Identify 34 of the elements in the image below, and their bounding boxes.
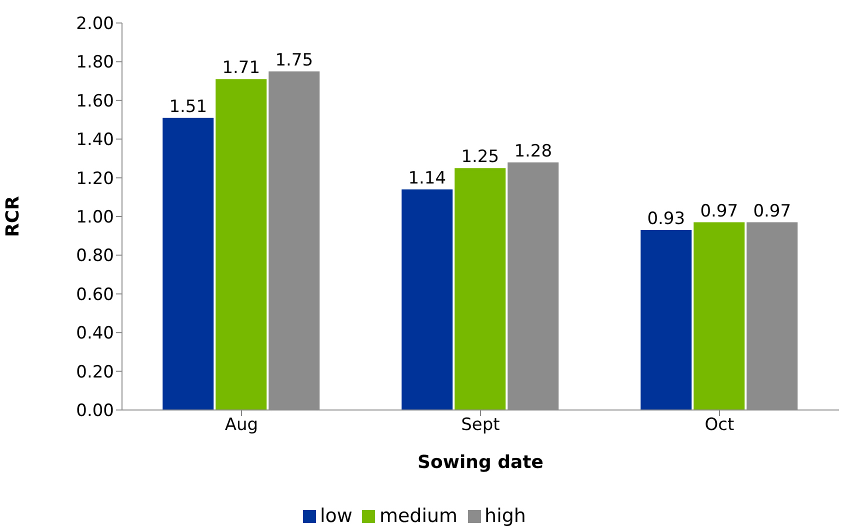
data-label: 0.93 [647,209,686,230]
legend-label: low [320,505,352,527]
bar [216,79,267,410]
legend-label: medium [379,505,458,527]
data-label: 0.97 [700,201,738,222]
data-label: 1.25 [461,147,500,168]
y-tick-label: 2.00 [76,14,114,34]
y-tick-label: 0.60 [76,284,114,305]
x-axis-title: Sowing date [418,452,544,473]
y-axis-title: RCR [2,196,24,237]
data-label: 1.28 [514,141,552,162]
x-tick-label: Aug [224,415,258,436]
bar [454,168,506,410]
bar [162,118,214,410]
bar [694,222,745,410]
y-tick-label: 0.00 [76,401,114,422]
data-label: 0.97 [753,201,792,222]
data-label: 1.71 [222,58,260,78]
data-label: 1.75 [275,50,314,70]
x-tick-label: Sept [461,415,500,436]
y-tick-label: 0.20 [76,362,114,382]
y-tick-label: 1.00 [76,208,114,228]
x-tick-label: Oct [704,415,735,436]
y-tick-label: 1.80 [76,52,114,73]
bar [640,230,692,410]
y-tick-label: 0.40 [76,324,114,344]
bar [402,189,453,410]
y-tick-label: 1.60 [76,91,114,112]
data-label: 1.14 [408,168,446,188]
y-tick-label: 0.80 [76,246,114,266]
y-tick-label: 1.40 [76,130,114,150]
legend-label: high [484,505,526,527]
y-tick-label: 1.20 [76,168,114,189]
data-label: 1.51 [169,96,208,117]
